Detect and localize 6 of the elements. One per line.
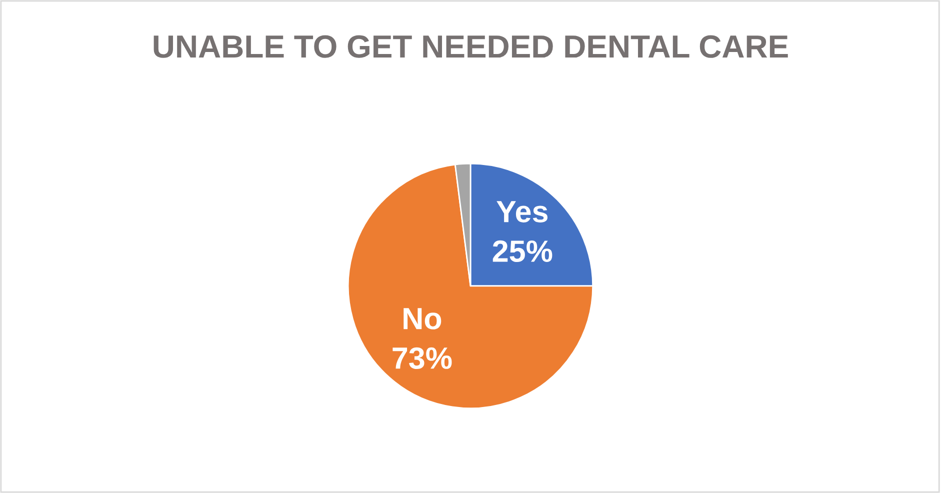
pie-slice [347, 164, 594, 409]
chart-title: UNABLE TO GET NEEDED DENTAL CARE [154, 35, 788, 58]
slice-label: Yes [496, 201, 548, 222]
slice-label: No [404, 308, 442, 330]
data-label: 25% [492, 240, 552, 262]
data-label: 73% [392, 347, 452, 370]
